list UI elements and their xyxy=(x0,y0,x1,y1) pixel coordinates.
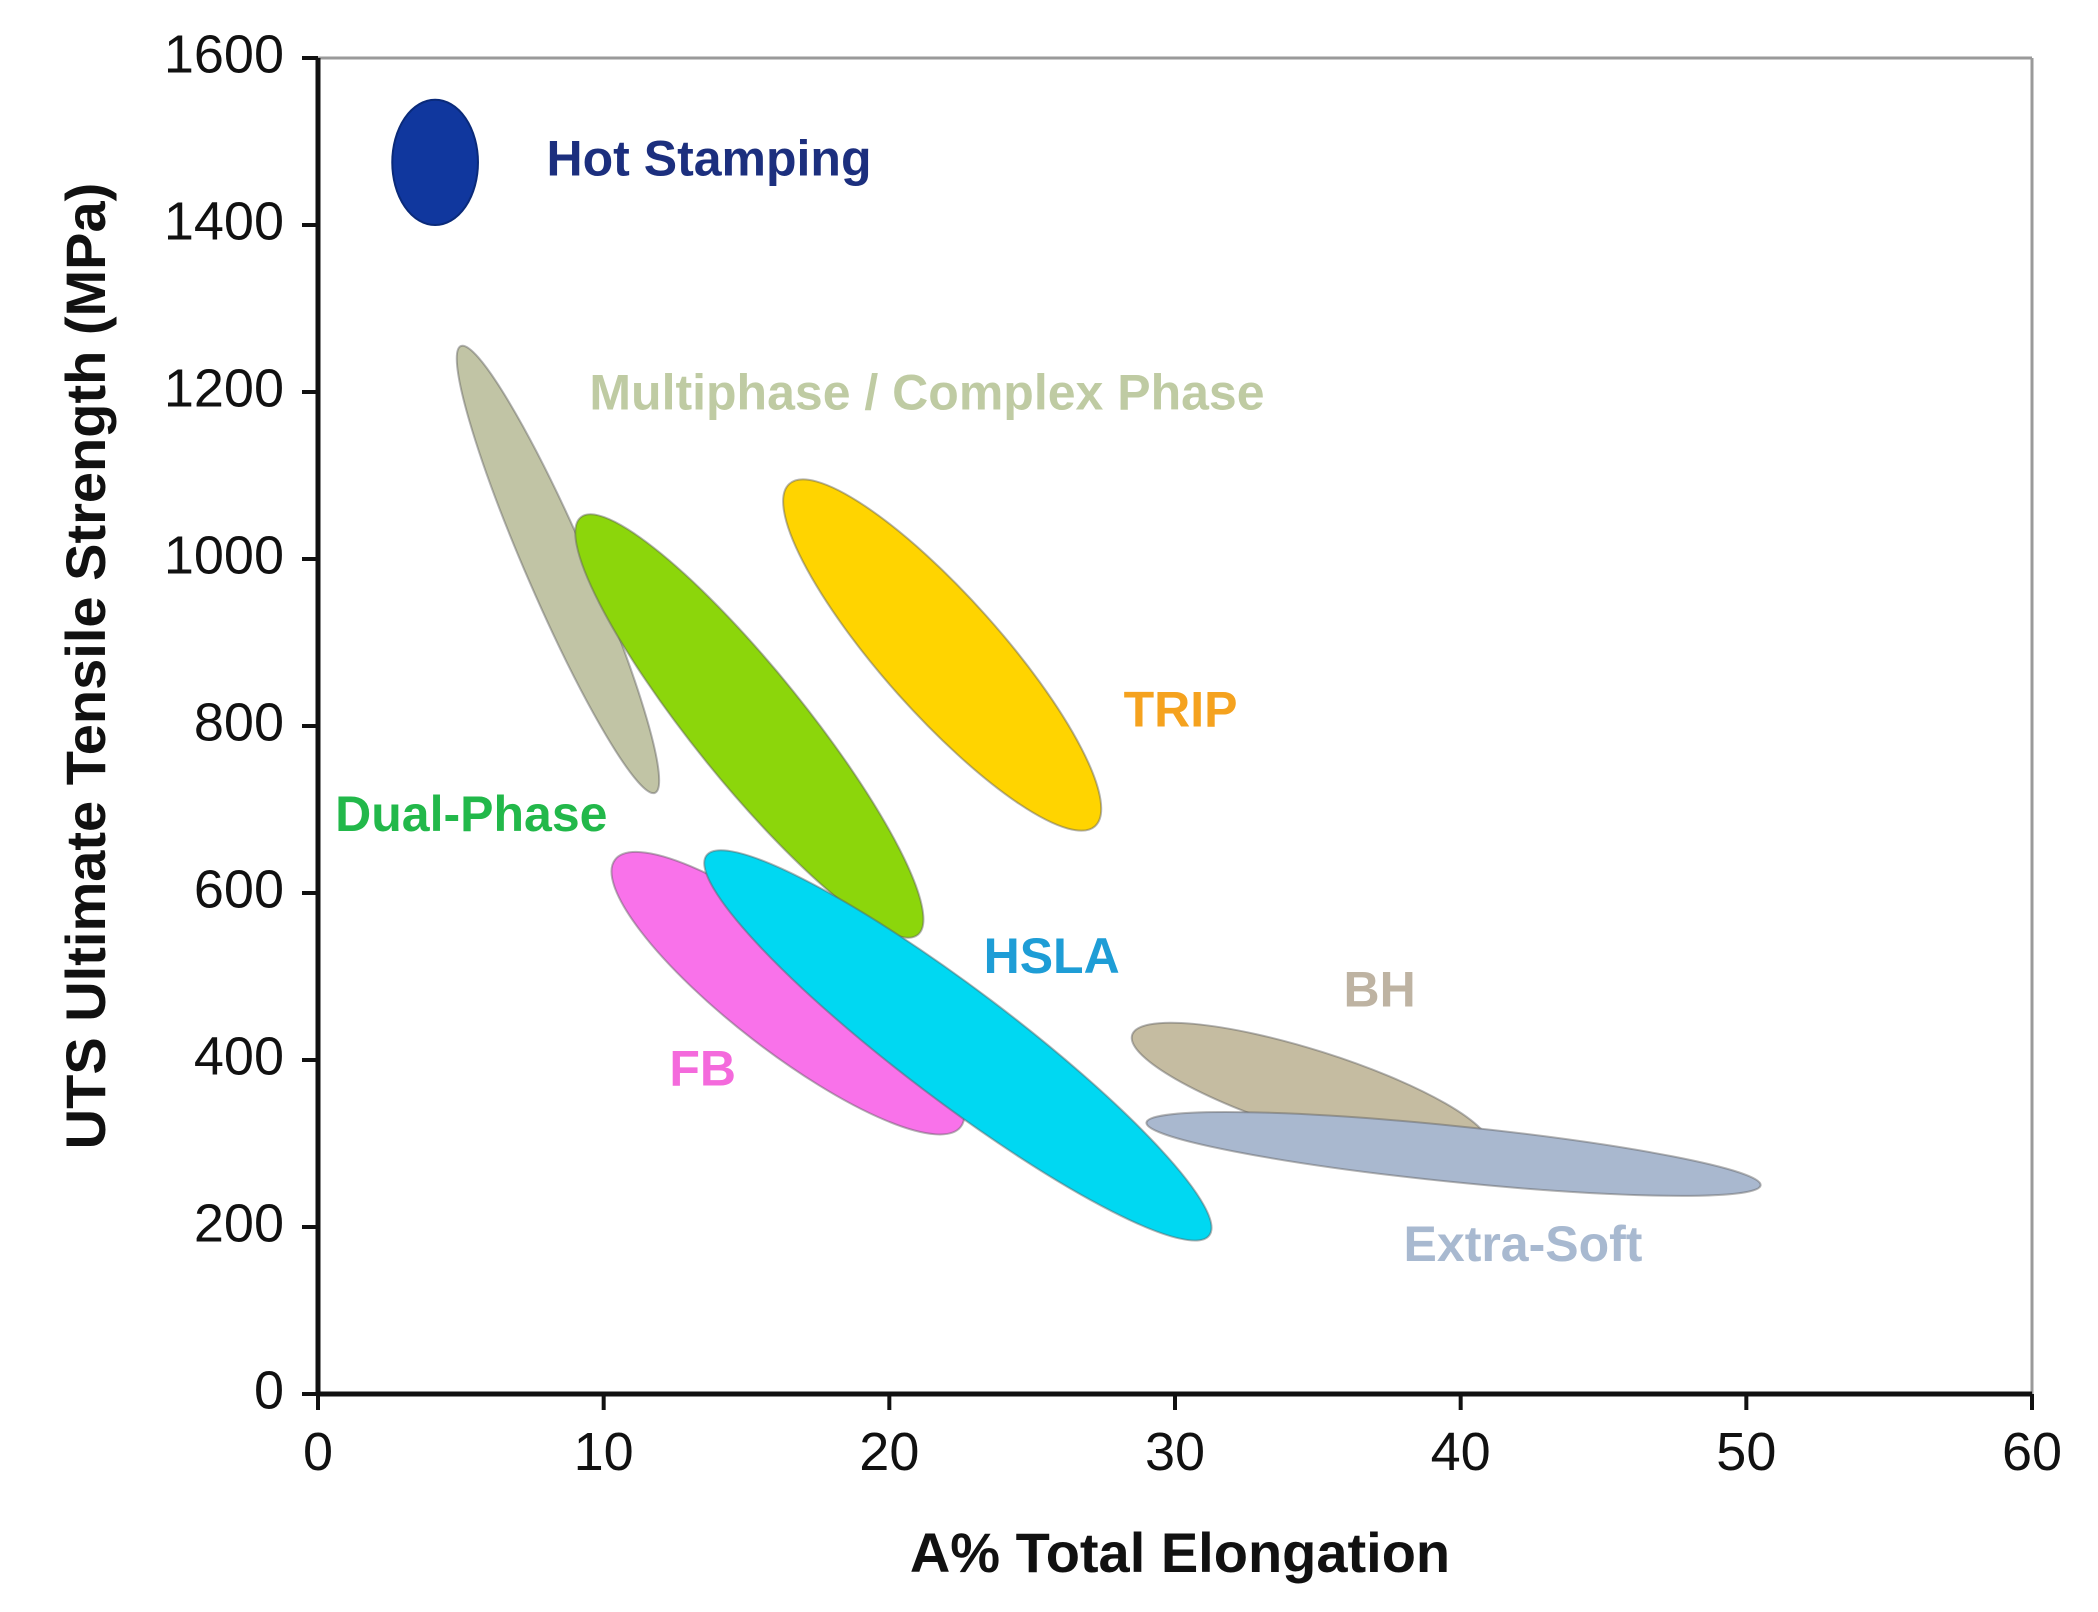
y-tick-label: 1200 xyxy=(164,358,284,418)
labels-layer: Hot Stamping Multiphase / Complex Phase Du… xyxy=(335,131,1643,1273)
region-label-hot-stamping: Hot Stamping xyxy=(547,131,872,187)
y-tick-label: 1400 xyxy=(164,191,284,251)
regions-layer xyxy=(391,98,1762,1242)
region-label-hsla: HSLA xyxy=(984,928,1120,984)
y-tick-label: 800 xyxy=(194,692,284,752)
x-tick-label: 30 xyxy=(1145,1422,1205,1482)
x-tick-label: 50 xyxy=(1716,1422,1776,1482)
x-tick-label: 40 xyxy=(1431,1422,1491,1482)
y-tick-label: 1600 xyxy=(164,24,284,84)
x-tick-label: 10 xyxy=(574,1422,634,1482)
region-hsla xyxy=(703,849,1213,1242)
region-label-dual-phase: Dual-Phase xyxy=(335,786,607,842)
y-axis-title: UTS Ultimate Tensile Strength (MPa) xyxy=(54,183,117,1150)
x-tick-label: 0 xyxy=(303,1422,333,1482)
y-tick-label: 200 xyxy=(194,1193,284,1253)
region-label-bh: BH xyxy=(1344,961,1416,1017)
x-tick-label: 20 xyxy=(859,1422,919,1482)
x-axis-title: A% Total Elongation xyxy=(910,1521,1450,1584)
x-tick-label: 60 xyxy=(2002,1422,2062,1482)
region-dual-phase xyxy=(574,513,925,939)
y-tick-label: 1000 xyxy=(164,525,284,585)
y-tick-label: 400 xyxy=(194,1026,284,1086)
region-extra-soft xyxy=(1145,1111,1762,1197)
ticks-layer: 0 10 20 30 40 50 60020040060080010001200140016… xyxy=(164,24,2062,1482)
region-trip xyxy=(782,478,1103,832)
y-tick-label: 600 xyxy=(194,859,284,919)
region-label-fb: FB xyxy=(669,1041,736,1097)
region-label-extra-soft: Extra-Soft xyxy=(1404,1216,1643,1272)
y-tick-label: 0 xyxy=(254,1360,284,1420)
region-hot-stamping xyxy=(391,98,479,226)
region-label-multiphase-complex-phase: Multiphase / Complex Phase xyxy=(589,364,1264,420)
region-label-trip: TRIP xyxy=(1124,682,1238,738)
